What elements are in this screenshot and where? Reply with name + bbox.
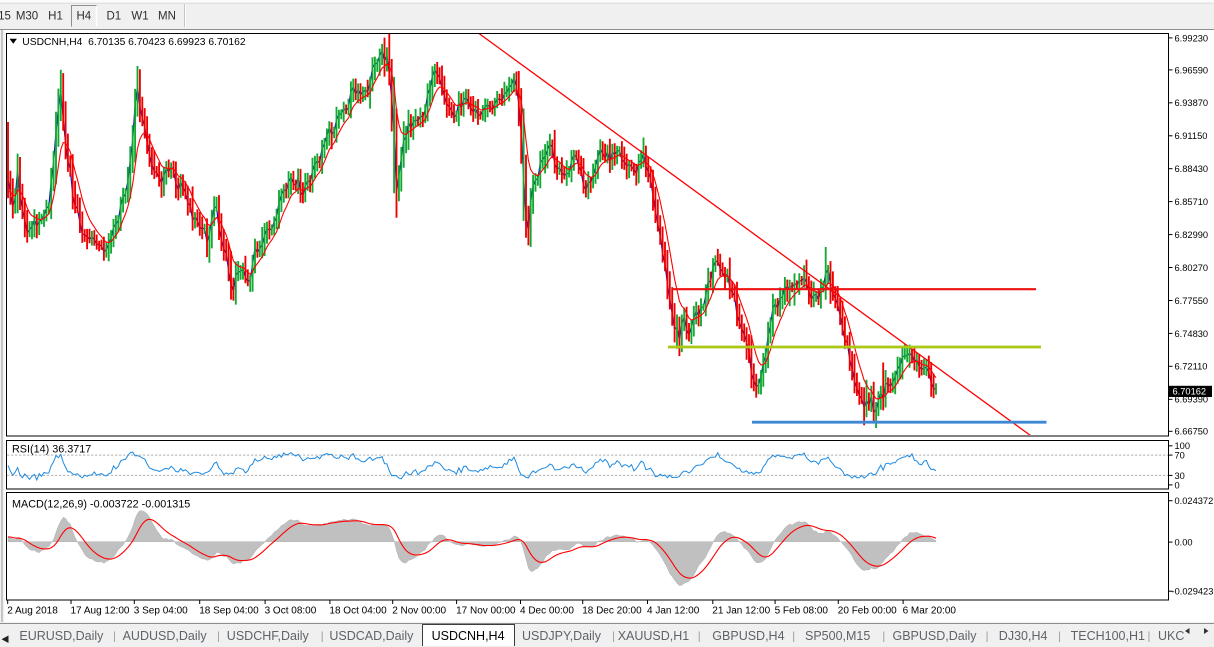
svg-text:3 Oct 08:00: 3 Oct 08:00 <box>265 606 317 617</box>
svg-text:AUDUSD,Daily: AUDUSD,Daily <box>123 629 208 643</box>
svg-text:MN: MN <box>158 11 176 23</box>
svg-text:17 Nov 00:00: 17 Nov 00:00 <box>456 606 516 617</box>
svg-text:6.77550: 6.77550 <box>1175 296 1209 306</box>
svg-text:|: | <box>1148 631 1151 643</box>
svg-text:2 Aug 2018: 2 Aug 2018 <box>7 606 58 617</box>
svg-text:18 Dec 20:00: 18 Dec 20:00 <box>582 606 642 617</box>
svg-text:5 Feb 08:00: 5 Feb 08:00 <box>775 606 829 617</box>
svg-text:D1: D1 <box>106 11 121 23</box>
svg-text:RSI(14) 36.3717: RSI(14) 36.3717 <box>12 444 91 456</box>
svg-text:W1: W1 <box>131 11 148 23</box>
svg-text:18 Sep 04:00: 18 Sep 04:00 <box>199 606 259 617</box>
svg-text:3 Sep 04:00: 3 Sep 04:00 <box>134 606 188 617</box>
svg-text:|: | <box>217 631 220 643</box>
svg-text:6.88430: 6.88430 <box>1175 164 1209 174</box>
svg-text:|: | <box>1058 631 1061 643</box>
svg-text:USDCNH,H4: USDCNH,H4 <box>432 629 505 643</box>
svg-text:100: 100 <box>1175 441 1191 451</box>
svg-text:M30: M30 <box>16 11 38 23</box>
svg-text:6.93870: 6.93870 <box>1175 98 1209 108</box>
svg-text:-0.029423: -0.029423 <box>1172 587 1214 597</box>
svg-text:6.85710: 6.85710 <box>1175 197 1209 207</box>
svg-text:GBPUSD,H4: GBPUSD,H4 <box>712 629 784 643</box>
svg-text:6.70162: 6.70162 <box>1173 386 1207 396</box>
svg-text:6.80270: 6.80270 <box>1175 263 1209 273</box>
svg-text:0: 0 <box>1175 480 1180 490</box>
svg-text:4 Dec 00:00: 4 Dec 00:00 <box>520 606 574 617</box>
svg-text:15: 15 <box>0 11 11 23</box>
svg-text:|: | <box>698 631 701 643</box>
svg-text:6.96590: 6.96590 <box>1175 65 1209 75</box>
svg-text:6.99230: 6.99230 <box>1175 33 1209 43</box>
svg-text:|: | <box>321 631 324 643</box>
svg-text:GBPUSD,Daily: GBPUSD,Daily <box>893 629 978 643</box>
svg-text:6.66750: 6.66750 <box>1175 427 1209 437</box>
svg-text:17 Aug 12:00: 17 Aug 12:00 <box>71 606 130 617</box>
svg-text:0.024372: 0.024372 <box>1175 496 1214 506</box>
svg-text:6.74830: 6.74830 <box>1175 329 1209 339</box>
svg-text:|: | <box>986 631 989 643</box>
svg-text:4 Jan 12:00: 4 Jan 12:00 <box>647 606 700 617</box>
svg-text:6.72110: 6.72110 <box>1175 362 1208 372</box>
svg-text:6.82990: 6.82990 <box>1175 230 1209 240</box>
svg-text:USDCNH,H4 6.70135 6.70423 6.6: USDCNH,H4 6.70135 6.70423 6.69923 6.7016… <box>22 37 246 48</box>
svg-text:18 Oct 04:00: 18 Oct 04:00 <box>329 606 387 617</box>
svg-text:USDCAD,Daily: USDCAD,Daily <box>329 629 414 643</box>
svg-text:MACD(12,26,9) -0.003722 -0.001: MACD(12,26,9) -0.003722 -0.001315 <box>12 499 190 511</box>
svg-text:XAUUSD,H1: XAUUSD,H1 <box>618 629 690 643</box>
svg-text:USDJPY,Daily: USDJPY,Daily <box>522 629 602 643</box>
svg-text:H4: H4 <box>76 11 91 23</box>
svg-text:70: 70 <box>1175 451 1185 461</box>
svg-text:20 Feb 00:00: 20 Feb 00:00 <box>838 606 897 617</box>
svg-text:H1: H1 <box>48 11 63 23</box>
svg-text:DJ30,H4: DJ30,H4 <box>999 629 1048 643</box>
svg-text:UKC: UKC <box>1158 629 1184 643</box>
svg-text:|: | <box>612 631 615 643</box>
svg-text:21 Jan 12:00: 21 Jan 12:00 <box>712 606 770 617</box>
svg-text:30: 30 <box>1175 471 1185 481</box>
svg-text:TECH100,H1: TECH100,H1 <box>1071 629 1145 643</box>
svg-text:SP500,M15: SP500,M15 <box>805 629 870 643</box>
svg-text:|: | <box>113 631 116 643</box>
svg-text:6.91150: 6.91150 <box>1175 131 1208 141</box>
svg-text:|: | <box>882 631 885 643</box>
svg-text:0.00: 0.00 <box>1175 538 1193 548</box>
svg-text:EURUSD,Daily: EURUSD,Daily <box>19 629 104 643</box>
svg-text:|: | <box>792 631 795 643</box>
svg-text:6 Mar 20:00: 6 Mar 20:00 <box>903 606 957 617</box>
svg-text:2 Nov 00:00: 2 Nov 00:00 <box>392 606 446 617</box>
svg-text:USDCHF,Daily: USDCHF,Daily <box>227 629 310 643</box>
svg-text:6.69390: 6.69390 <box>1175 395 1209 405</box>
